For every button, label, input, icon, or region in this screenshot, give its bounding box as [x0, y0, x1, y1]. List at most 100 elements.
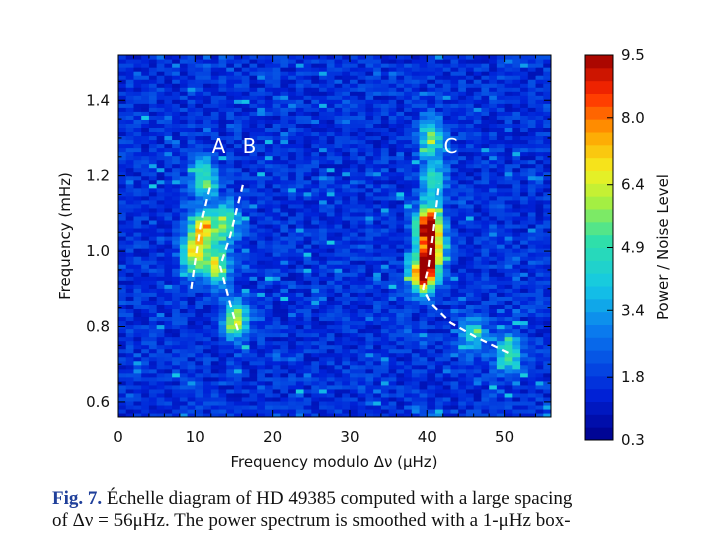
heatmap-cell: [520, 256, 529, 261]
heatmap-cell: [442, 131, 452, 137]
heatmap-cell: [349, 123, 359, 128]
heatmap-cell: [520, 203, 529, 209]
heatmap-cell: [179, 75, 189, 80]
heatmap-cell: [473, 348, 483, 354]
heatmap-cell: [450, 408, 459, 414]
heatmap-cell: [442, 276, 452, 281]
heatmap-cell: [396, 71, 405, 76]
heatmap-cell: [125, 340, 135, 346]
heatmap-cell: [249, 372, 258, 378]
heatmap-cell: [125, 199, 135, 205]
heatmap-cell: [141, 227, 150, 233]
heatmap-cell: [295, 163, 305, 169]
heatmap-cell: [396, 63, 405, 68]
heatmap-cell: [334, 163, 343, 169]
heatmap-cell: [489, 392, 498, 398]
heatmap-cell: [233, 99, 243, 104]
heatmap-cell: [326, 284, 336, 289]
heatmap-cell: [264, 384, 274, 390]
heatmap-cell: [148, 55, 158, 60]
heatmap-cell: [504, 304, 513, 309]
heatmap-cell: [458, 380, 467, 386]
heatmap-cell: [187, 412, 196, 417]
heatmap-cell: [388, 159, 397, 165]
heatmap-cell: [148, 312, 158, 318]
heatmap-cell: [195, 280, 204, 285]
heatmap-cell: [133, 340, 142, 346]
heatmap-cell: [442, 324, 452, 330]
heatmap-cell: [295, 223, 305, 229]
heatmap-cell: [156, 115, 165, 120]
heatmap-cell: [427, 348, 436, 354]
heatmap-cell: [357, 252, 367, 257]
heatmap-cell: [450, 139, 459, 145]
heatmap-cell: [257, 360, 266, 366]
heatmap-cell: [373, 264, 382, 269]
heatmap-cell: [388, 87, 397, 92]
heatmap-cell: [458, 384, 467, 390]
heatmap-cell: [295, 71, 305, 76]
heatmap-cell: [427, 215, 436, 221]
heatmap-cell: [512, 316, 521, 322]
heatmap-cell: [388, 131, 397, 137]
heatmap-cell: [388, 276, 397, 281]
heatmap-cell: [357, 348, 367, 354]
heatmap-cell: [388, 207, 397, 213]
heatmap-cell: [141, 280, 150, 285]
heatmap-cell: [535, 308, 544, 314]
heatmap-cell: [148, 236, 158, 241]
heatmap-cell: [419, 412, 428, 417]
heatmap-cell: [218, 404, 227, 410]
heatmap-cell: [141, 119, 150, 124]
heatmap-cell: [450, 324, 459, 330]
heatmap-cell: [326, 328, 336, 334]
heatmap-cell: [303, 171, 312, 177]
heatmap-cell: [141, 179, 150, 185]
heatmap-cell: [249, 91, 258, 96]
heatmap-cell: [365, 171, 374, 177]
heatmap-cell: [280, 179, 289, 185]
heatmap-cell: [342, 408, 351, 414]
heatmap-cell: [326, 348, 336, 354]
heatmap-cell: [496, 143, 506, 149]
heatmap-cell: [349, 119, 359, 124]
heatmap-cell: [303, 83, 312, 88]
heatmap-cell: [179, 227, 189, 233]
heatmap-cell: [233, 372, 243, 378]
heatmap-cell: [504, 320, 513, 326]
heatmap-cell: [512, 131, 521, 137]
heatmap-cell: [473, 320, 483, 326]
heatmap-cell: [179, 167, 189, 173]
heatmap-cell: [527, 408, 537, 414]
heatmap-cell: [380, 79, 390, 84]
heatmap-cell: [380, 111, 390, 116]
heatmap-cell: [334, 135, 343, 141]
heatmap-cell: [210, 175, 220, 181]
heatmap-cell: [203, 348, 212, 354]
heatmap-cell: [380, 284, 390, 289]
heatmap-cell: [295, 207, 305, 213]
heatmap-cell: [489, 171, 498, 177]
heatmap-cell: [172, 264, 181, 269]
heatmap-cell: [118, 123, 127, 128]
heatmap-cell: [404, 236, 413, 241]
heatmap-cell: [241, 67, 251, 72]
heatmap-cell: [442, 240, 452, 245]
heatmap-cell: [404, 300, 413, 305]
heatmap-cell: [118, 211, 127, 217]
heatmap-cell: [257, 131, 266, 137]
heatmap-cell: [249, 167, 258, 173]
heatmap-cell: [527, 219, 537, 225]
heatmap-cell: [179, 87, 189, 92]
heatmap-cell: [481, 312, 490, 318]
heatmap-cell: [241, 324, 251, 330]
heatmap-cell: [210, 300, 220, 305]
heatmap-cell: [148, 167, 158, 173]
heatmap-cell: [349, 83, 359, 88]
heatmap-cell: [380, 320, 390, 326]
heatmap-cell: [233, 207, 243, 213]
heatmap-cell: [527, 155, 537, 161]
heatmap-cell: [489, 260, 498, 265]
heatmap-cell: [458, 99, 467, 104]
heatmap-cell: [141, 127, 150, 133]
